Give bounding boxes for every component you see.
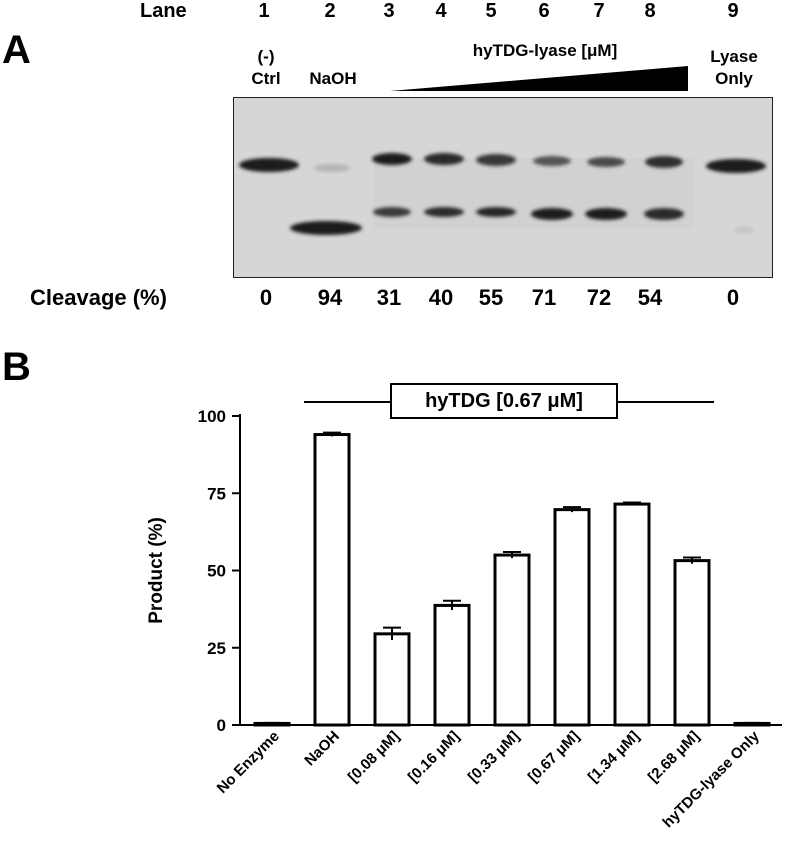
cleavage-value: 0 xyxy=(726,285,740,310)
cleavage-value: 71 xyxy=(531,285,557,310)
naoh-label: NaOH xyxy=(309,69,357,88)
lane-header: Lane xyxy=(140,0,187,22)
cleavage-value: 55 xyxy=(478,285,504,310)
cleavage-value: 54 xyxy=(637,285,663,310)
cleavage-header: Cleavage (%) xyxy=(30,285,167,310)
x-tick-label: [0.67 μM] xyxy=(525,728,583,786)
y-tick-label: 50 xyxy=(207,562,226,581)
panel-a-letter: A xyxy=(2,28,31,72)
x-tick-label: [0.08 μM] xyxy=(345,728,403,786)
cleavage-value: 94 xyxy=(317,285,343,310)
lane-number: 7 xyxy=(593,0,605,22)
cleavage-value: 72 xyxy=(586,285,612,310)
gradient-label: hyTDG-lyase [μM] xyxy=(472,41,618,60)
lane-number: 3 xyxy=(383,0,395,22)
bar xyxy=(433,603,471,727)
bar xyxy=(553,508,591,727)
ctrl-label-bottom: Ctrl xyxy=(251,69,281,88)
gel-bands xyxy=(234,98,772,277)
cleavage-value: 0 xyxy=(259,285,273,310)
lyase-label-bottom: Only xyxy=(715,69,753,88)
lane-number: 8 xyxy=(644,0,656,22)
bar xyxy=(673,559,711,727)
y-tick-label: 75 xyxy=(207,484,226,503)
lane-number: 9 xyxy=(727,0,739,22)
y-axis-label: Product (%) xyxy=(146,517,167,624)
panel-b-letter: B xyxy=(2,345,31,389)
lane-number: 5 xyxy=(485,0,497,22)
bar xyxy=(493,553,531,727)
x-tick-label: No Enzyme xyxy=(214,728,283,797)
lane-number: 1 xyxy=(258,0,270,22)
lane-number: 6 xyxy=(538,0,550,22)
y-tick-label: 100 xyxy=(198,407,226,426)
x-tick-label: [2.68 μM] xyxy=(645,728,703,786)
bracket-label: hyTDG [0.67 μM] xyxy=(425,389,583,412)
cleavage-value: 40 xyxy=(428,285,454,310)
bar xyxy=(613,502,651,727)
ctrl-label-top: (-) xyxy=(257,47,275,66)
gel-image xyxy=(233,97,773,278)
x-tick-label: NaOH xyxy=(301,728,342,769)
x-tick-label: [0.33 μM] xyxy=(465,728,523,786)
cleavage-value: 31 xyxy=(376,285,402,310)
concentration-gradient-wedge xyxy=(390,66,688,91)
lane-number: 4 xyxy=(435,0,447,22)
lyase-label-top: Lyase xyxy=(710,47,758,66)
y-tick-label: 0 xyxy=(217,716,226,735)
x-tick-label: [0.16 μM] xyxy=(405,728,463,786)
x-tick-label: [1.34 μM] xyxy=(585,728,643,786)
lane-number: 2 xyxy=(324,0,336,22)
y-tick-label: 25 xyxy=(207,639,226,658)
bracket-label-box: hyTDG [0.67 μM] xyxy=(390,383,618,419)
bar xyxy=(373,632,411,727)
bar xyxy=(313,433,351,727)
